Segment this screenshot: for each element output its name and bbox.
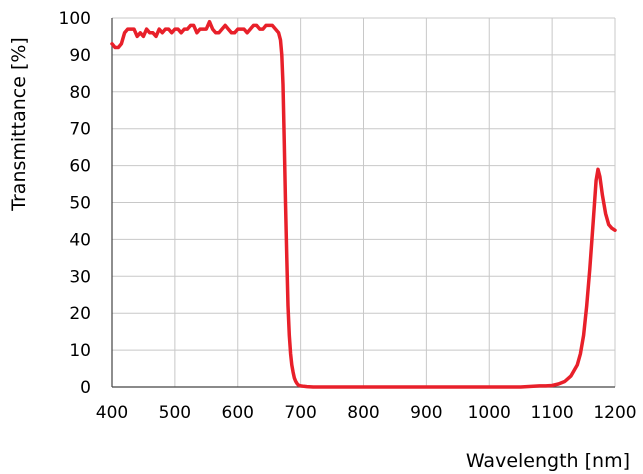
x-tick-label: 700 — [284, 403, 316, 423]
x-tick-label: 500 — [159, 403, 191, 423]
x-tick-label: 800 — [347, 403, 379, 423]
x-tick-label: 400 — [96, 403, 128, 423]
transmittance-series-line — [110, 19, 617, 389]
y-tick-label: 50 — [69, 194, 91, 214]
x-tick-label: 1200 — [593, 403, 636, 423]
x-axis-label: Wavelength [nm] — [466, 450, 630, 472]
y-tick-label: 10 — [69, 341, 91, 361]
y-tick-label: 30 — [69, 267, 91, 287]
y-tick-labels: 0 10 20 30 40 50 60 70 80 90 100 — [59, 9, 91, 398]
y-tick-label: 70 — [69, 120, 91, 140]
y-tick-label: 20 — [69, 304, 91, 324]
y-tick-label: 40 — [69, 230, 91, 250]
y-tick-label: 90 — [69, 46, 91, 66]
y-tick-label: 0 — [80, 378, 91, 398]
y-tick-label: 100 — [59, 9, 91, 29]
y-tick-label: 80 — [69, 83, 91, 103]
series-group — [110, 19, 617, 389]
x-tick-label: 1000 — [468, 403, 511, 423]
y-axis-label: Transmittance [%] — [8, 37, 30, 212]
x-tick-label: 900 — [410, 403, 442, 423]
grid-lines — [111, 17, 616, 388]
x-tick-label: 1100 — [530, 403, 573, 423]
x-tick-labels: 400 500 600 700 800 900 1000 1100 1200 — [96, 403, 637, 423]
y-tick-label: 60 — [69, 157, 91, 177]
x-tick-label: 600 — [222, 403, 254, 423]
